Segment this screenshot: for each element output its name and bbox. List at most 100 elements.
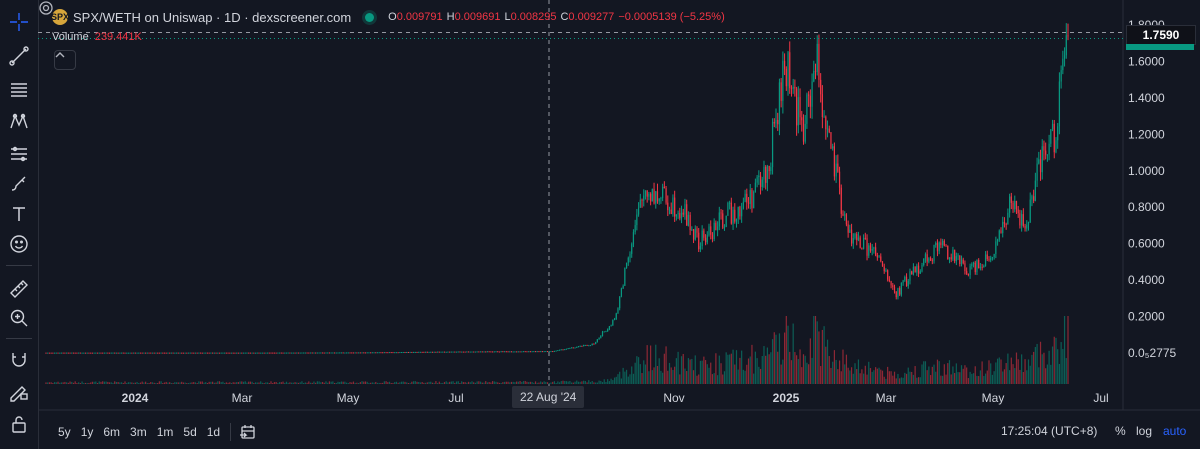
volume-bar [1015, 352, 1018, 384]
volume-bar [603, 379, 605, 384]
candle-body [545, 351, 547, 353]
chevron-up-icon[interactable] [54, 50, 76, 70]
goto-date-icon[interactable] [239, 423, 257, 441]
volume-bar [502, 382, 504, 384]
candle-body [521, 351, 523, 353]
volume-bar [476, 381, 478, 384]
volume-bar [285, 381, 288, 384]
volume-bar [217, 381, 219, 384]
candle-body [224, 352, 226, 354]
chart-canvas[interactable]: 1.80001.60001.40001.20001.00000.80000.60… [38, 0, 1200, 449]
candle-body [969, 265, 971, 275]
candle-body [275, 352, 277, 354]
log-toggle[interactable]: log [1136, 424, 1153, 438]
range-1y[interactable]: 1y [80, 424, 94, 439]
volume-bar [983, 375, 985, 384]
volume-bar [610, 378, 612, 384]
magnet-icon[interactable] [5, 346, 33, 374]
prediction-icon[interactable] [5, 140, 33, 168]
candle-body [203, 352, 205, 354]
volume-bar [787, 325, 789, 384]
volume-bar [947, 363, 949, 384]
candle-body [299, 352, 301, 354]
volume-bar [1043, 352, 1045, 384]
candle-body [679, 213, 681, 219]
volume-bar [53, 382, 56, 384]
close-value: 0.009277 [568, 11, 615, 23]
candle-body [883, 266, 885, 272]
candle-body [1015, 201, 1018, 210]
candle-body [919, 271, 921, 274]
volume-bar [455, 381, 458, 384]
volume-bar [710, 362, 712, 384]
volume-bar [199, 381, 202, 384]
range-1m[interactable]: 1m [156, 424, 174, 439]
text-icon[interactable] [5, 200, 33, 228]
range-6m[interactable]: 6m [103, 424, 121, 439]
pencil-lock-icon[interactable] [5, 378, 33, 406]
percent-toggle[interactable]: % [1115, 424, 1126, 438]
range-1d[interactable]: 1d [206, 424, 221, 439]
volume-bar [421, 382, 423, 384]
emoji-icon[interactable] [5, 230, 33, 258]
candle-body [304, 352, 306, 354]
volume-bar [78, 382, 80, 384]
volume-bar [1031, 354, 1033, 384]
candle-body [967, 273, 969, 275]
candle-body [516, 351, 518, 353]
candle-body [416, 351, 418, 353]
price-chart[interactable]: 1.80001.60001.40001.20001.00000.80000.60… [38, 0, 1200, 449]
volume-bar [163, 382, 166, 384]
volume-bar [388, 381, 391, 384]
candle-body [655, 191, 657, 204]
candle-body [704, 237, 707, 243]
volume-bar [550, 382, 552, 384]
candle-body [502, 351, 504, 353]
candle-body [686, 204, 688, 226]
zoom-in-icon[interactable] [5, 304, 33, 332]
crosshair-icon[interactable] [5, 8, 33, 36]
candle-body [948, 257, 951, 260]
candle-body [153, 352, 155, 354]
lock-icon[interactable] [5, 410, 33, 438]
settings-gear-icon[interactable] [38, 0, 54, 16]
candle-body [208, 352, 210, 354]
candle-body [327, 352, 329, 354]
candle-body [418, 351, 420, 353]
range-3m[interactable]: 3m [130, 424, 147, 439]
candle-body [1014, 201, 1016, 210]
volume-bar [558, 382, 561, 384]
volume-bar [266, 382, 269, 384]
range-5d[interactable]: 5d [183, 424, 197, 439]
candle-body [325, 352, 327, 354]
candle-body [100, 352, 102, 354]
candle-body [722, 213, 724, 228]
candle-body [753, 191, 755, 209]
volume-bar [553, 381, 556, 384]
volume-bar [662, 372, 664, 384]
volume-bar [984, 373, 987, 384]
candle-body [91, 352, 93, 354]
fib-retracement-icon[interactable] [5, 76, 33, 104]
auto-toggle[interactable]: auto [1163, 424, 1187, 438]
ruler-icon[interactable] [5, 275, 33, 303]
trend-line-icon[interactable] [5, 42, 33, 70]
candle-body [698, 232, 700, 250]
symbol-title[interactable]: SPX/WETH on Uniswap · 1D · dexscreener.c… [73, 9, 352, 25]
volume-bar [761, 355, 763, 384]
pattern-icon[interactable] [5, 108, 33, 136]
candle-body [782, 60, 784, 101]
candle-body [222, 352, 224, 354]
volume-bar [105, 381, 107, 384]
volume-bar [516, 381, 518, 384]
volume-bar [888, 371, 890, 384]
candle-body [373, 352, 375, 354]
volume-bar [120, 382, 123, 384]
candle-body [952, 249, 954, 260]
candle-body [318, 352, 320, 354]
brush-icon[interactable] [5, 170, 33, 198]
range-5y[interactable]: 5y [58, 424, 71, 439]
candle-body [524, 351, 526, 353]
candle-body [746, 193, 748, 203]
candle-body [232, 352, 234, 354]
